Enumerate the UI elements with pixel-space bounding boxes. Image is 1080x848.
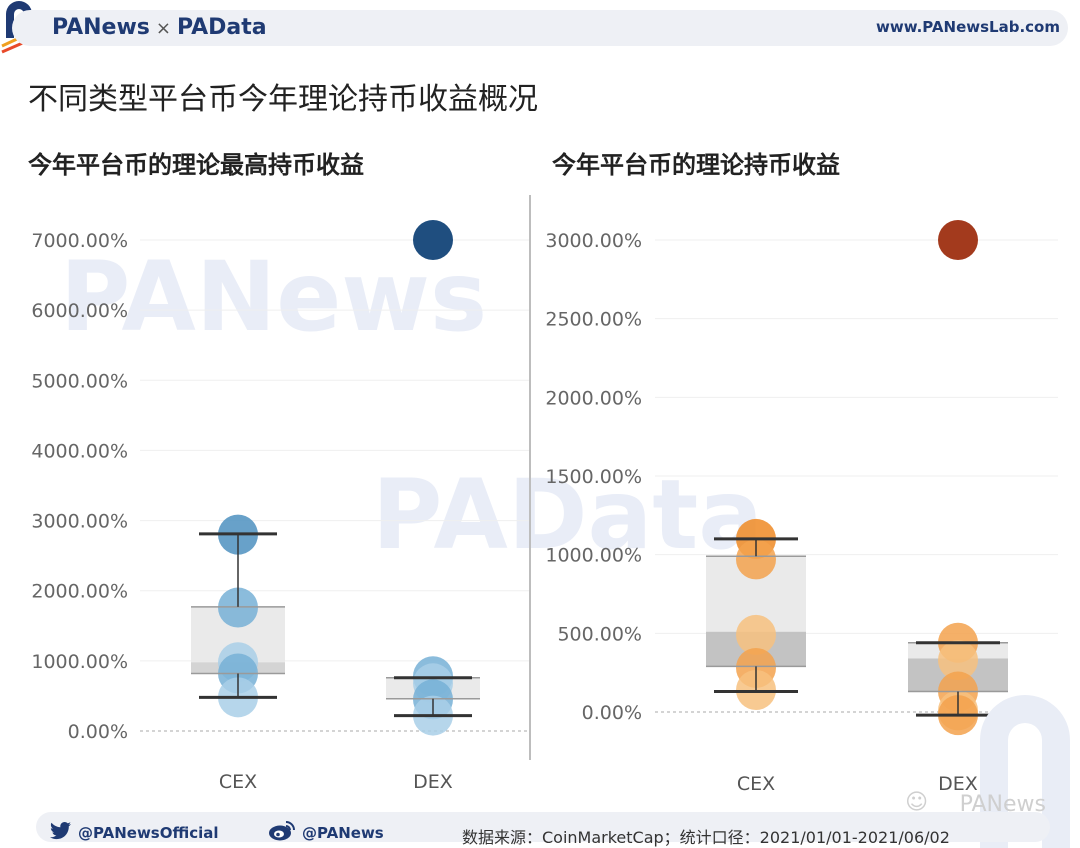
data-point [736,539,776,580]
footer-bar [36,812,1050,842]
corner-decoration [980,695,1070,848]
y-tick-label: 3000.00% [545,230,642,252]
brand-separator: × [155,18,171,39]
x-category-label: DEX [413,771,453,793]
y-tick-label: 4000.00% [31,440,128,462]
y-tick-label: 1500.00% [545,466,642,488]
y-tick-label: 3000.00% [31,511,128,533]
brand-title: PANews × PAData [52,15,267,40]
outlier-point [938,220,978,260]
x-category-label: DEX [938,773,978,795]
y-tick-label: 500.00% [557,623,642,645]
outlier-point [413,220,453,260]
y-tick-label: 7000.00% [31,230,128,252]
website-link[interactable]: www.PANewsLab.com [876,18,1060,36]
watermark-panews: PANews [60,241,487,353]
y-tick-label: 0.00% [582,702,642,724]
source-note: 数据来源：CoinMarketCap；统计口径：2021/01/01-2021/… [462,828,950,847]
chart-right: 0.00% 500.00% 1000.00% 1500.00% 2000.00% 2500… [545,220,1058,795]
brand-left: PANews [52,15,150,40]
wechat-icon: ☺ [905,790,928,815]
watermark-padata: PAData [372,459,763,571]
brand-right: PAData [176,15,267,40]
data-point [736,614,776,655]
weibo-icon [269,821,295,841]
watermark-layer: PANews PAData [60,241,763,571]
x-category-label: CEX [737,773,775,795]
weibo-handle[interactable]: @PANews [302,824,384,842]
chart-left: 0.00% 1000.00% 2000.00% 3000.00% 4000.00% 500… [31,220,530,793]
y-tick-label: 2000.00% [545,387,642,409]
chart-right-title: 今年平台币的理论持币收益 [552,151,840,179]
y-tick-label: 5000.00% [31,370,128,392]
x-category-label: CEX [219,771,257,793]
data-point [938,640,978,681]
header-bar [12,10,1068,46]
twitter-icon [50,822,71,840]
y-tick-label: 2000.00% [31,581,128,603]
y-tick-label: 0.00% [68,721,128,743]
y-tick-label: 2500.00% [545,309,642,331]
y-tick-label: 6000.00% [31,300,128,322]
chart-left-title: 今年平台币的理论最高持币收益 [28,151,364,179]
y-tick-label: 1000.00% [31,651,128,673]
page-title: 不同类型平台币今年理论持币收益概况 [28,82,538,117]
y-tick-label: 1000.00% [545,545,642,567]
twitter-handle[interactable]: @PANewsOfficial [78,824,219,842]
